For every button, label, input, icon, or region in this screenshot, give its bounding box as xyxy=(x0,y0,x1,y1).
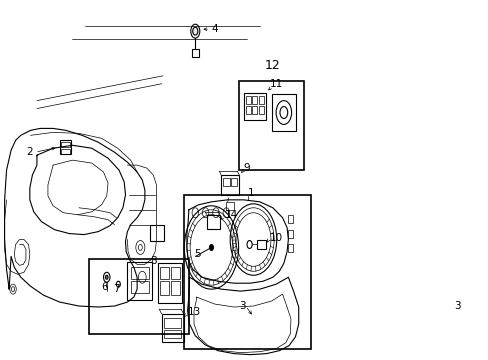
Bar xyxy=(258,96,263,104)
Text: 4: 4 xyxy=(211,24,218,34)
Bar xyxy=(245,96,250,104)
Circle shape xyxy=(209,244,213,251)
Text: 7: 7 xyxy=(113,284,120,294)
Text: 6: 6 xyxy=(102,282,108,292)
Bar xyxy=(221,175,239,195)
Bar xyxy=(206,215,220,229)
Text: 12: 12 xyxy=(264,59,280,72)
Bar xyxy=(252,96,257,104)
Text: 13: 13 xyxy=(187,307,201,317)
Bar xyxy=(244,93,266,121)
Bar xyxy=(287,244,292,252)
Text: 2: 2 xyxy=(26,147,33,157)
Bar xyxy=(192,49,198,57)
Text: 8: 8 xyxy=(150,256,156,266)
Text: 14: 14 xyxy=(224,210,237,220)
Bar xyxy=(88,260,188,334)
Bar xyxy=(164,318,181,328)
Bar xyxy=(130,267,148,279)
Circle shape xyxy=(192,27,198,35)
Text: 9: 9 xyxy=(244,163,250,173)
Bar xyxy=(60,140,71,154)
Bar xyxy=(162,314,183,342)
Bar xyxy=(61,149,70,154)
Text: 10: 10 xyxy=(269,233,282,243)
Bar xyxy=(256,239,266,249)
Bar xyxy=(230,178,237,186)
Bar xyxy=(160,281,169,295)
Text: 11: 11 xyxy=(270,79,283,89)
Bar xyxy=(271,94,296,131)
Bar xyxy=(226,202,234,210)
Bar xyxy=(158,264,182,303)
Text: 3: 3 xyxy=(239,301,245,311)
Circle shape xyxy=(105,275,108,279)
Bar xyxy=(150,225,164,240)
Bar xyxy=(287,215,292,223)
Bar xyxy=(252,105,257,113)
Bar xyxy=(164,330,181,338)
Bar xyxy=(160,267,169,279)
Bar xyxy=(170,267,180,279)
Text: 3: 3 xyxy=(453,301,460,311)
Bar xyxy=(127,262,152,300)
Bar xyxy=(130,281,148,293)
Bar xyxy=(223,178,229,186)
Bar xyxy=(287,230,292,238)
Bar xyxy=(245,105,250,113)
Text: 5: 5 xyxy=(194,249,200,260)
Bar xyxy=(170,281,180,295)
Text: 1: 1 xyxy=(248,188,254,198)
Bar xyxy=(61,142,70,147)
Bar xyxy=(239,81,303,170)
Bar xyxy=(258,105,263,113)
Bar xyxy=(184,195,310,349)
